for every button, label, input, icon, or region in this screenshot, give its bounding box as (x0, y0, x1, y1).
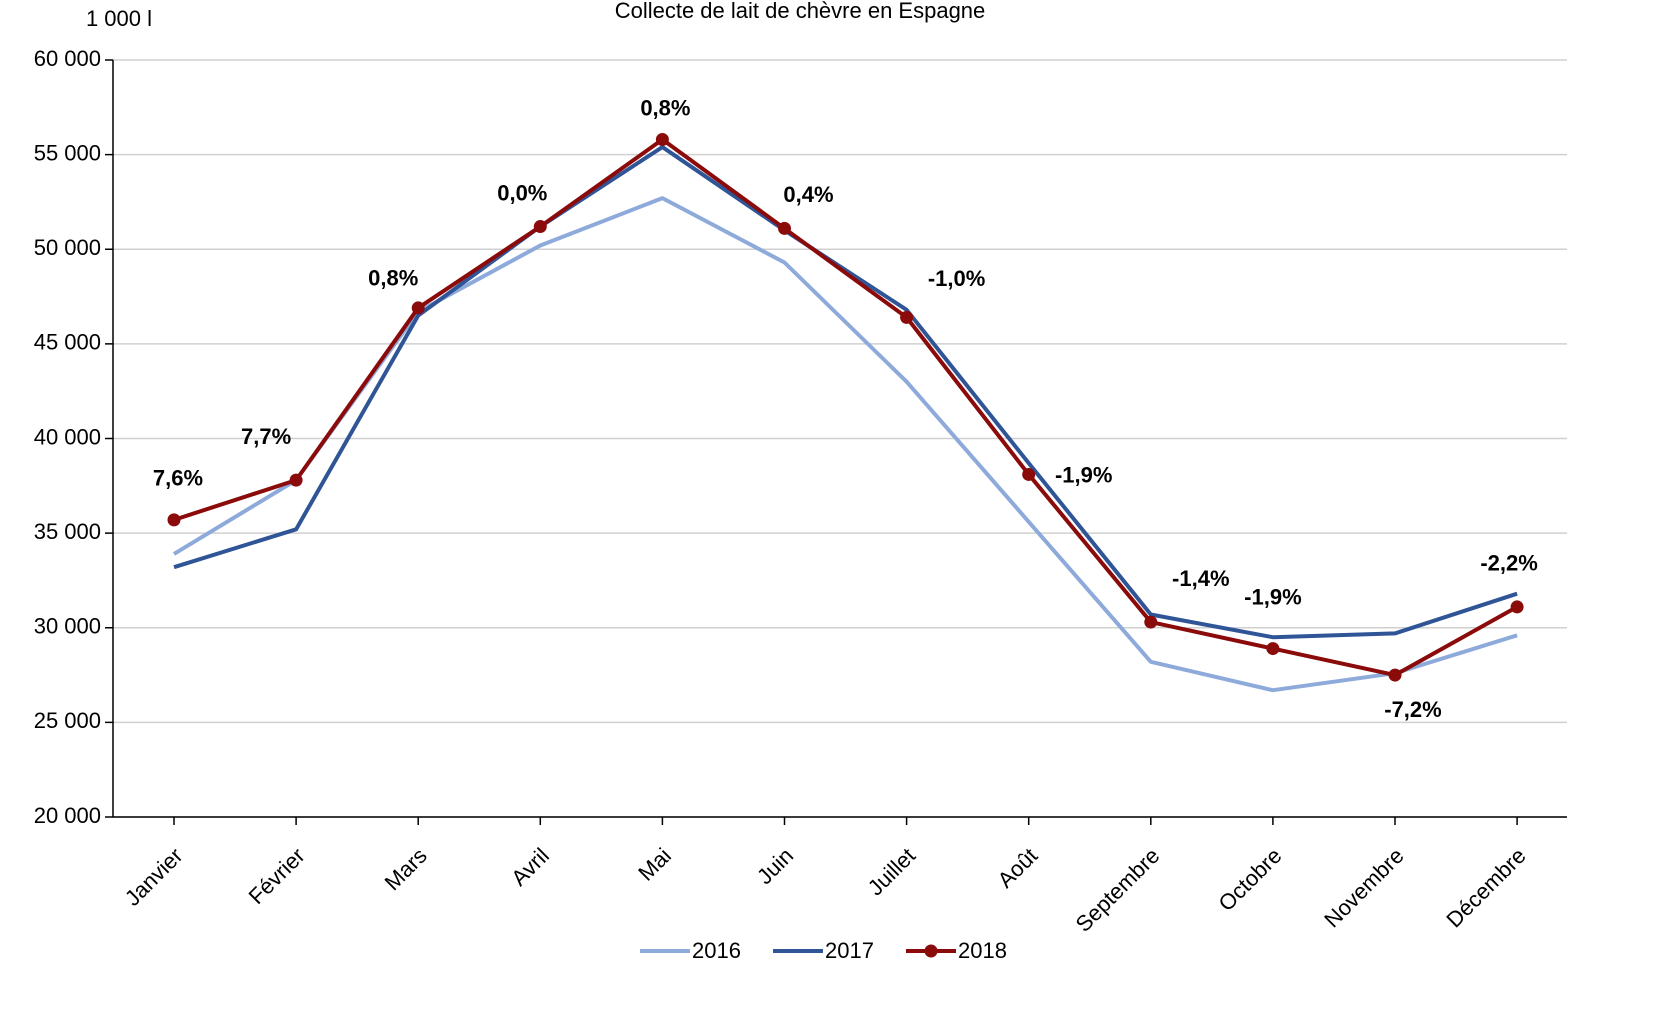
y-tick-label: 60 000 (34, 46, 101, 71)
y-tick-label: 30 000 (34, 614, 101, 639)
point (778, 221, 791, 235)
x-tick-label: Août (993, 843, 1043, 893)
series-line (173, 137, 1519, 678)
annotation: -7,2% (1384, 697, 1441, 722)
x-tick-label: Février (244, 843, 310, 909)
point (411, 301, 425, 315)
legend: 2016 2017 2018 (640, 938, 1007, 963)
y-tick-label: 55 000 (34, 140, 101, 165)
y-tick-label: 50 000 (34, 235, 101, 260)
annotation: 0,0% (497, 180, 547, 205)
annotation: -1,9% (1244, 584, 1301, 609)
legend-marker (924, 944, 938, 958)
x-tick-label: Mai (633, 843, 676, 886)
x-tick-label: Septembre (1071, 843, 1165, 937)
point (1144, 615, 1158, 629)
annotation: 0,8% (640, 95, 690, 120)
point (1510, 600, 1524, 614)
y-tick-label: 45 000 (34, 330, 101, 355)
y-tick-label: 20 000 (34, 803, 101, 828)
x-tick-label: Mars (380, 843, 432, 895)
annotation: -1,4% (1172, 566, 1229, 591)
annotation: 7,6% (153, 466, 203, 491)
annotation: -1,0% (928, 266, 985, 291)
y-tick-label: 40 000 (34, 424, 101, 449)
x-tick-label: Janvier (120, 843, 188, 911)
point (1022, 467, 1036, 481)
point (289, 473, 303, 487)
y-tick-label: 35 000 (34, 519, 101, 544)
legend-label: 2016 (692, 938, 741, 963)
y-tick-label: 25 000 (34, 708, 101, 733)
point (900, 310, 914, 324)
x-tick-label: Avril (506, 843, 554, 891)
point (1266, 642, 1280, 656)
y-axis-unit: 1 000 l (86, 6, 152, 31)
x-tick-label: Juillet (863, 843, 920, 900)
point (655, 132, 669, 146)
x-tick-label: Décembre (1441, 843, 1530, 932)
chart-title: Collecte de lait de chèvre en Espagne (615, 0, 986, 23)
legend-label: 2017 (825, 938, 874, 963)
annotation: 0,4% (783, 182, 833, 207)
x-tick-label: Octobre (1214, 843, 1287, 916)
x-tick-label: Juin (752, 843, 798, 889)
annotation: -2,2% (1480, 551, 1537, 576)
series-line (173, 145, 1518, 640)
annotation: 0,8% (368, 266, 418, 291)
x-tick-label: Novembre (1319, 843, 1408, 932)
point (1388, 668, 1402, 682)
annotation: -1,9% (1055, 462, 1112, 487)
annotation: 7,7% (241, 424, 291, 449)
point (533, 220, 547, 234)
point (167, 513, 181, 527)
legend-label: 2018 (958, 938, 1007, 963)
